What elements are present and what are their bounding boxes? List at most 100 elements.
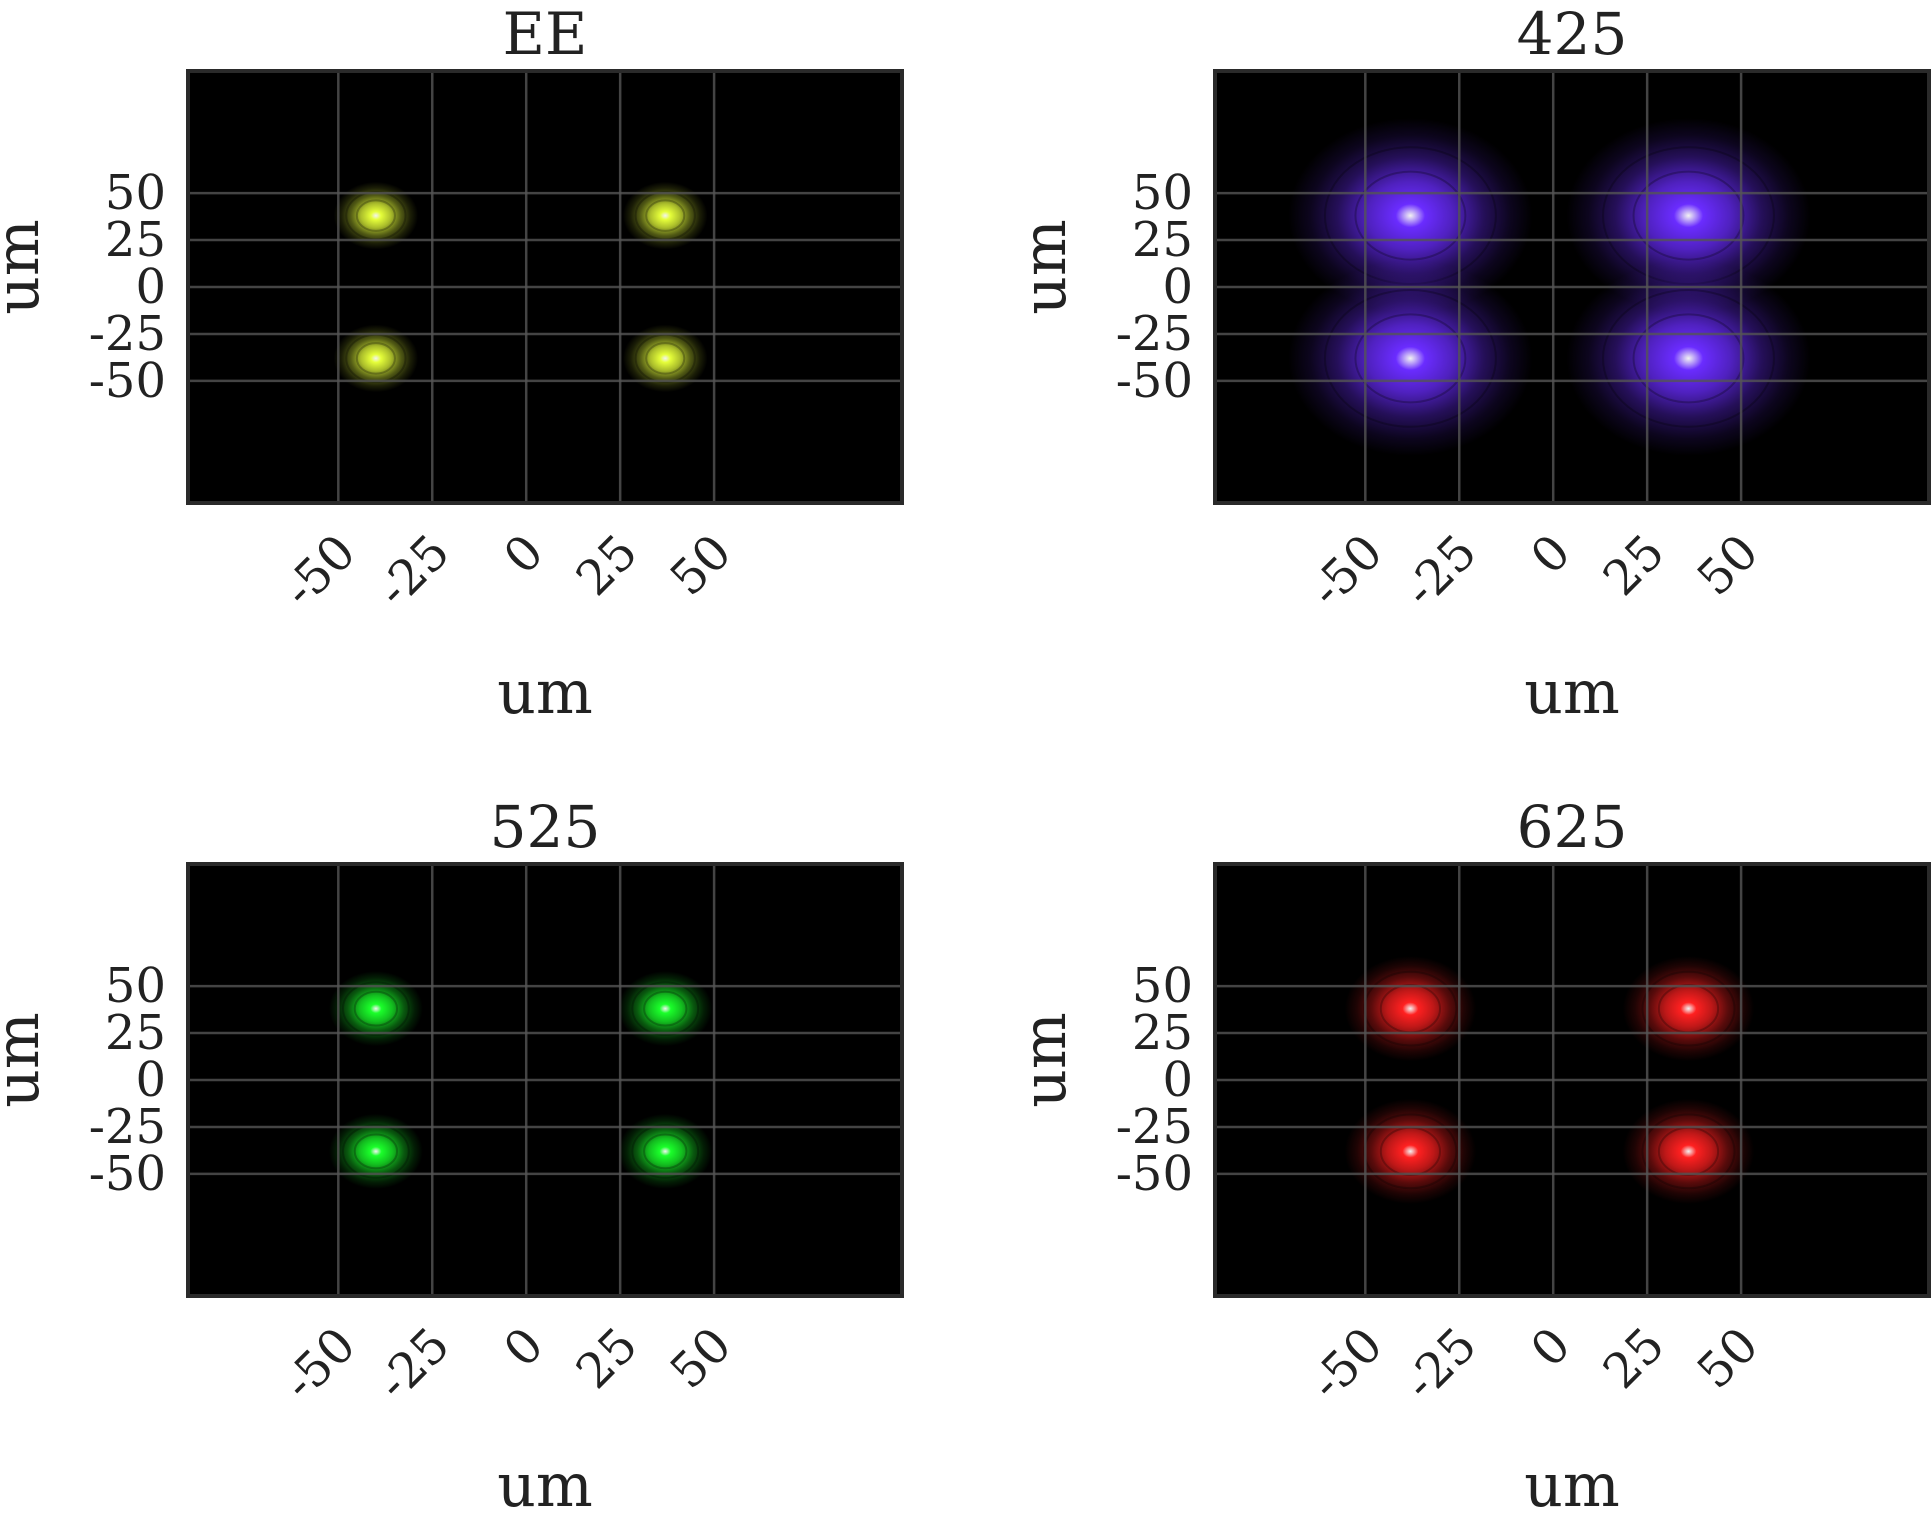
chart-title: 525 bbox=[490, 793, 601, 861]
grid bbox=[188, 864, 902, 1296]
spot bbox=[1344, 956, 1477, 1062]
spot-ring bbox=[631, 981, 700, 1036]
x-axis-label: um bbox=[497, 658, 593, 728]
plot-frame bbox=[1213, 862, 1931, 1298]
x-tick-label: 50 bbox=[660, 524, 743, 607]
spot bbox=[1288, 117, 1533, 314]
spot-ring bbox=[355, 342, 396, 375]
y-tick-label: 0 bbox=[135, 259, 166, 315]
spot-ring bbox=[1641, 1113, 1736, 1190]
spot-ring bbox=[342, 1124, 410, 1179]
spot-ring bbox=[1354, 313, 1467, 404]
y-tick-label: 50 bbox=[1132, 958, 1193, 1014]
y-tick-label: 25 bbox=[1132, 212, 1193, 268]
x-tick-label: 0 bbox=[1520, 1317, 1581, 1378]
spot bbox=[1622, 1098, 1755, 1204]
spot-ring bbox=[645, 199, 686, 232]
spot bbox=[328, 971, 423, 1047]
x-tick-label: 25 bbox=[566, 524, 649, 607]
x-tick-label: 25 bbox=[1593, 1317, 1676, 1400]
spot-ring bbox=[643, 1133, 688, 1170]
spot bbox=[622, 181, 708, 250]
spots bbox=[328, 971, 713, 1189]
spot-ring bbox=[1602, 288, 1775, 428]
spot-ring bbox=[645, 342, 686, 375]
x-tick-label: -50 bbox=[272, 524, 366, 618]
x-tick-label: 0 bbox=[1520, 524, 1581, 585]
x-tick-label: -25 bbox=[1393, 1317, 1487, 1411]
spot-ring bbox=[1632, 313, 1745, 404]
spot bbox=[1288, 260, 1533, 457]
y-tick-label: 0 bbox=[135, 1052, 166, 1108]
y-tick-label: -25 bbox=[1116, 1099, 1193, 1155]
chart-title: 625 bbox=[1517, 793, 1628, 861]
y-tick-label: -25 bbox=[1116, 306, 1193, 362]
y-tick-label: 50 bbox=[105, 958, 166, 1014]
spot bbox=[333, 181, 419, 250]
x-tick-label: 50 bbox=[1687, 1317, 1770, 1400]
x-axis-label: um bbox=[497, 1451, 593, 1513]
plot-frame bbox=[1213, 69, 1931, 505]
x-tick-label: -25 bbox=[366, 1317, 460, 1411]
x-tick-label: 50 bbox=[660, 1317, 743, 1400]
y-tick-label: 50 bbox=[105, 165, 166, 221]
y-axis-label: um bbox=[0, 1012, 53, 1108]
spot-ring bbox=[1632, 170, 1745, 261]
y-tick-label: 0 bbox=[1162, 1052, 1193, 1108]
chart-title: 425 bbox=[1517, 0, 1628, 68]
x-tick-label: -50 bbox=[1299, 1317, 1393, 1411]
x-tick-label: -25 bbox=[366, 524, 460, 618]
spot-ring bbox=[353, 990, 399, 1027]
y-tick-label: 25 bbox=[1132, 1005, 1193, 1061]
x-axis-label: um bbox=[1524, 658, 1620, 728]
spot bbox=[618, 971, 713, 1047]
x-tick-label: 25 bbox=[1593, 524, 1676, 607]
x-tick-label: 25 bbox=[566, 1317, 649, 1400]
y-axis-label: um bbox=[0, 219, 53, 315]
x-tick-label: -25 bbox=[1393, 524, 1487, 618]
x-tick-label: 0 bbox=[493, 524, 554, 585]
plot-frame bbox=[186, 862, 904, 1298]
spot-ring bbox=[1354, 170, 1467, 261]
y-tick-label: -25 bbox=[89, 306, 166, 362]
x-axis-label: um bbox=[1524, 1451, 1620, 1513]
spot bbox=[333, 324, 419, 393]
spot bbox=[1622, 956, 1755, 1062]
y-tick-label: -50 bbox=[89, 353, 166, 409]
spots bbox=[1288, 117, 1811, 457]
spot-ring bbox=[1641, 970, 1736, 1047]
y-axis-label: um bbox=[1010, 1012, 1080, 1108]
spot-ring bbox=[342, 981, 410, 1036]
spot-ring bbox=[631, 1124, 700, 1179]
x-tick-label: 50 bbox=[1687, 524, 1770, 607]
spot bbox=[328, 1113, 423, 1189]
y-tick-label: 50 bbox=[1132, 165, 1193, 221]
y-tick-label: 0 bbox=[1162, 259, 1193, 315]
y-tick-label: -50 bbox=[1116, 353, 1193, 409]
grid bbox=[1215, 864, 1929, 1296]
y-tick-label: 25 bbox=[105, 212, 166, 268]
spot bbox=[1566, 260, 1811, 457]
spot-ring bbox=[355, 199, 396, 232]
grid bbox=[1215, 71, 1929, 503]
spot bbox=[1566, 117, 1811, 314]
y-tick-label: 25 bbox=[105, 1005, 166, 1061]
spots bbox=[1344, 956, 1755, 1204]
spot bbox=[618, 1113, 713, 1189]
spot-ring bbox=[1323, 288, 1497, 428]
y-tick-label: -50 bbox=[89, 1146, 166, 1202]
y-tick-label: -50 bbox=[1116, 1146, 1193, 1202]
y-tick-label: -25 bbox=[89, 1099, 166, 1155]
x-tick-label: -50 bbox=[272, 1317, 366, 1411]
chart-title: EE bbox=[503, 0, 588, 68]
spot bbox=[1344, 1098, 1477, 1204]
spot-ring bbox=[643, 990, 688, 1027]
spot-ring bbox=[353, 1133, 399, 1170]
x-tick-label: -50 bbox=[1299, 524, 1393, 618]
y-axis-label: um bbox=[1010, 219, 1080, 315]
